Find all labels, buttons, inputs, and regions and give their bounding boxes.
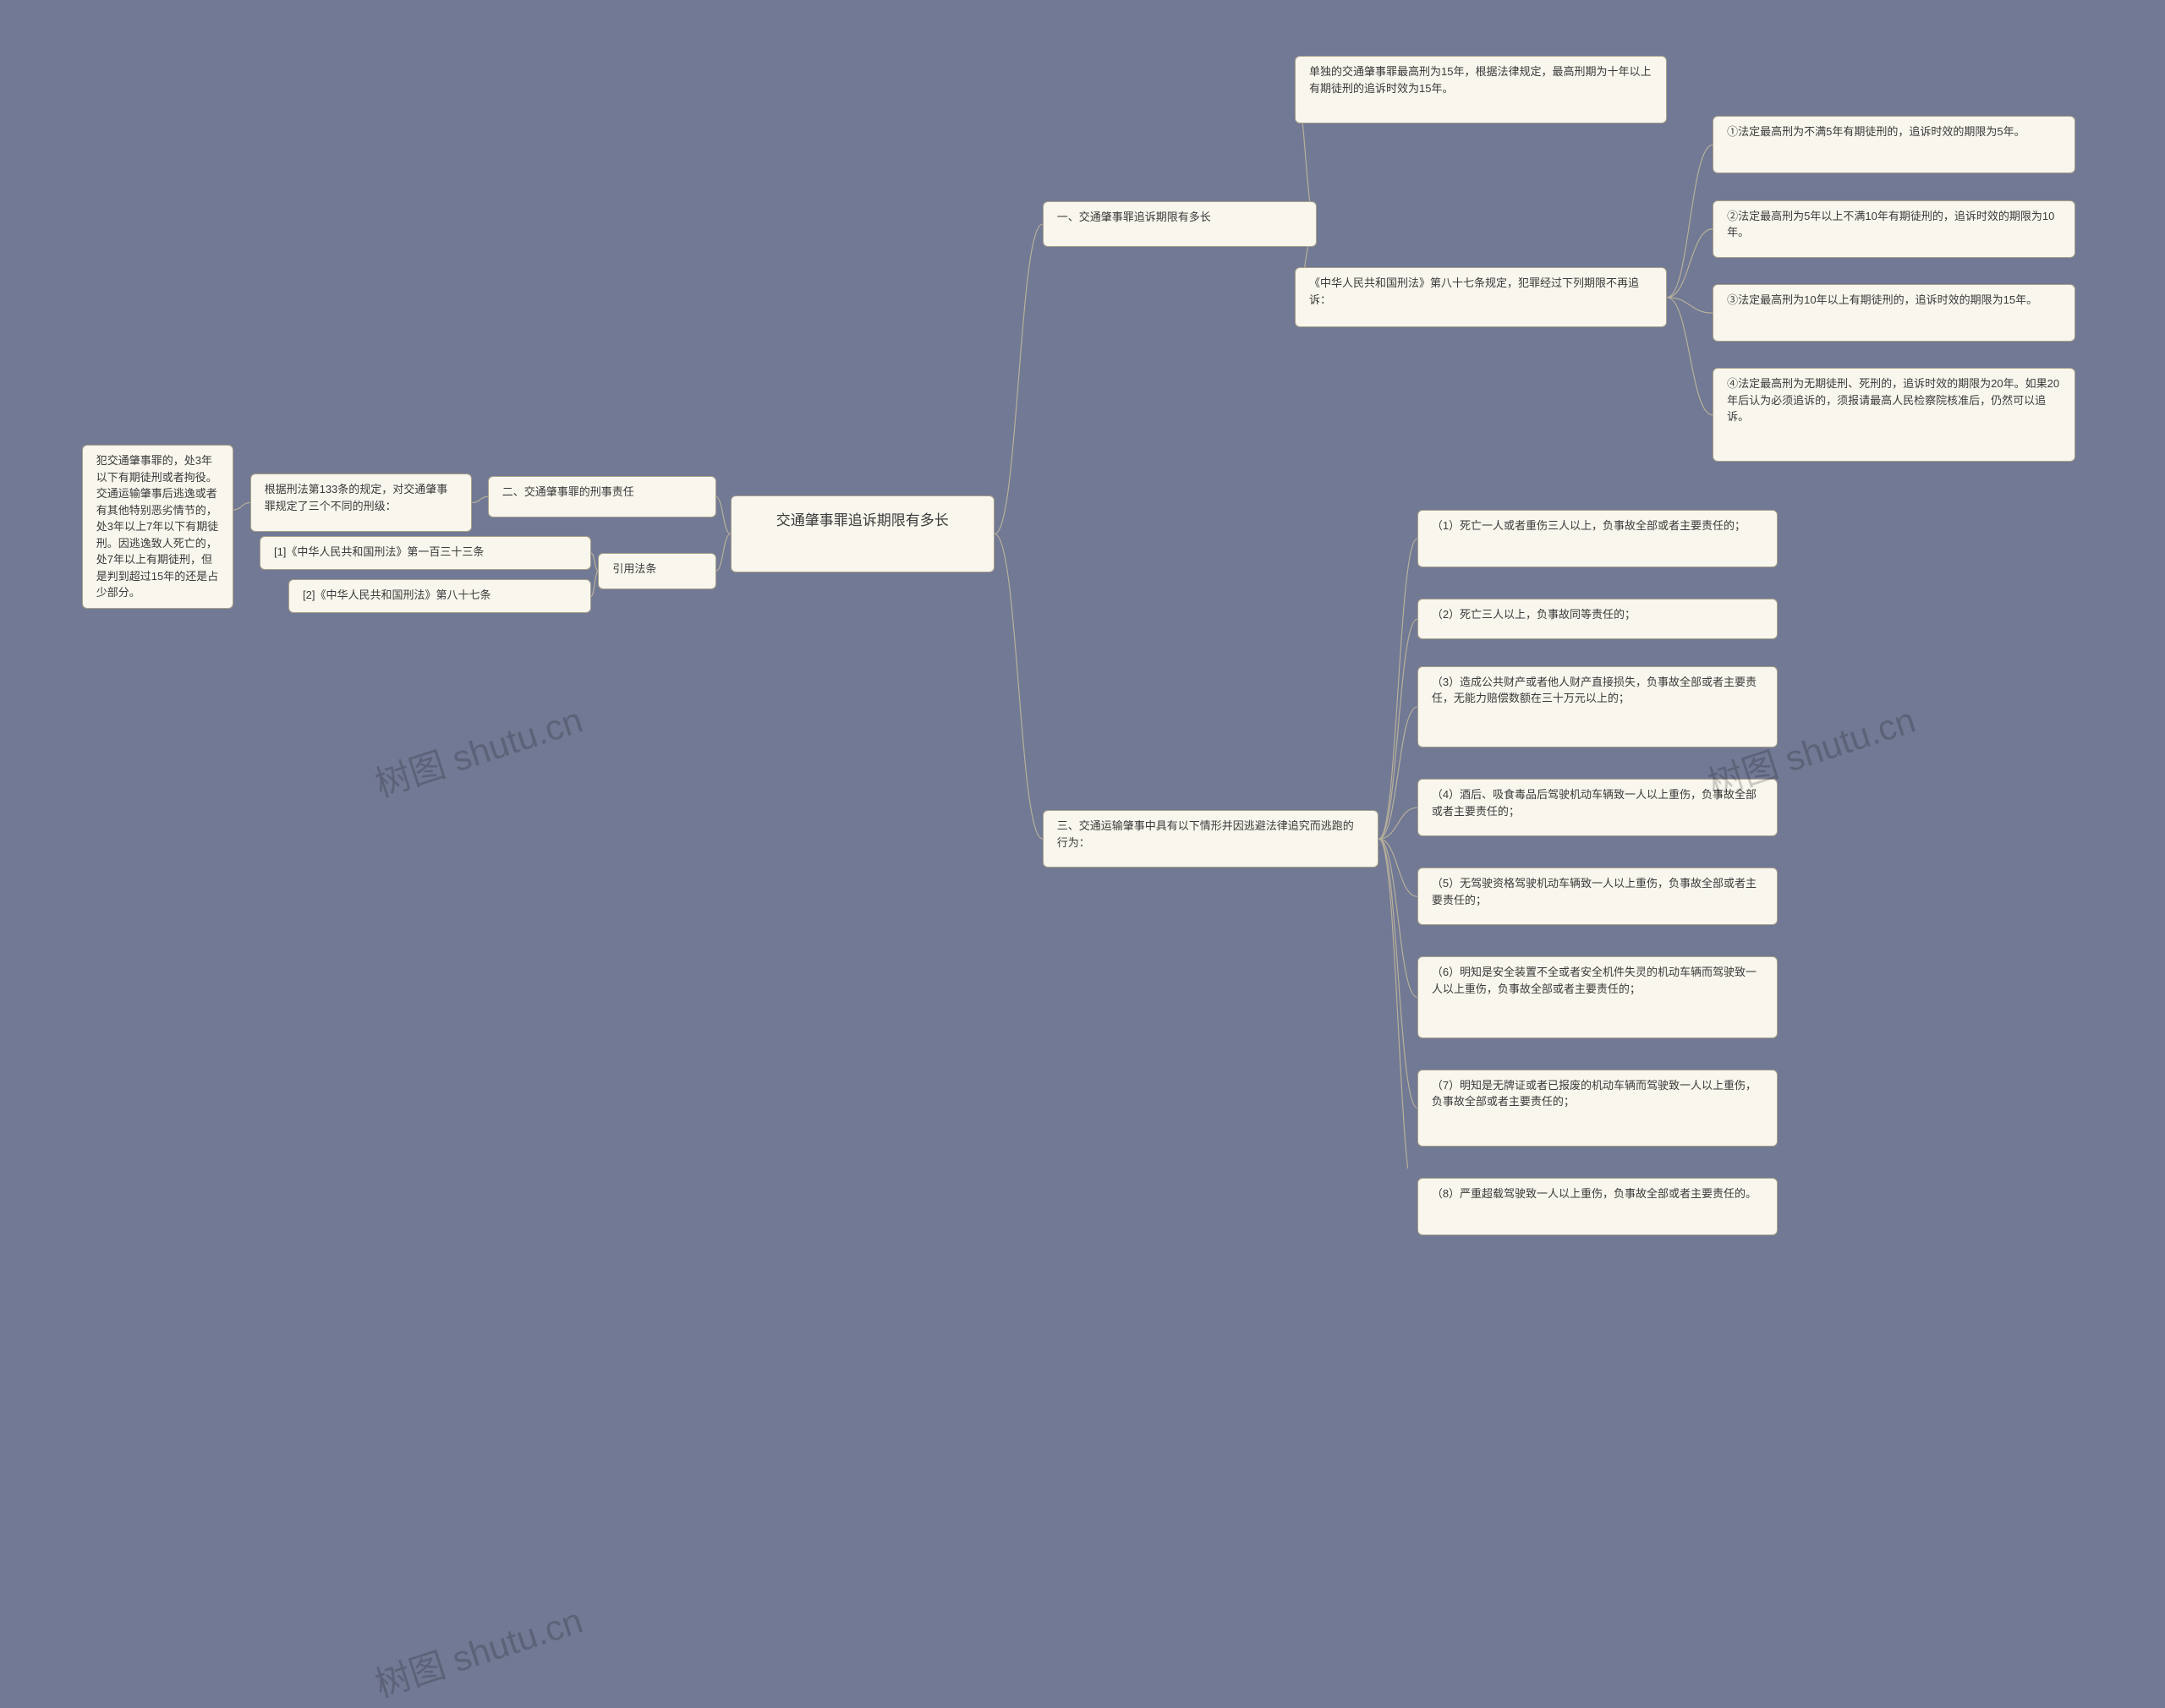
connector — [1667, 298, 1713, 415]
connector — [1667, 145, 1713, 297]
mindmap-node: ②法定最高刑为5年以上不满10年有期徒刑的，追诉时效的期限为10年。 — [1713, 200, 2075, 258]
mindmap-node: [2]《中华人民共和国刑法》第八十七条 — [288, 579, 591, 613]
node-text: （1）死亡一人或者重伤三人以上，负事故全部或者主要责任的； — [1432, 519, 1746, 532]
node-text: 根据刑法第133条的规定，对交通肇事罪规定了三个不同的刑级： — [265, 483, 448, 512]
node-text: [1]《中华人民共和国刑法》第一百三十三条 — [274, 545, 484, 558]
connector — [1378, 839, 1417, 997]
connector — [995, 534, 1043, 839]
node-text: ④法定最高刑为无期徒刑、死刑的，追诉时效的期限为20年。如果20年后认为必须追诉… — [1727, 377, 2059, 423]
node-text: 《中华人民共和国刑法》第八十七条规定，犯罪经过下列期限不再追诉： — [1309, 276, 1639, 306]
connector — [716, 534, 731, 571]
mindmap-node: 犯交通肇事罪的，处3年以下有期徒刑或者拘役。交通运输肇事后逃逸或者有其他特别恶劣… — [82, 445, 233, 609]
node-text: 二、交通肇事罪的刑事责任 — [502, 485, 634, 498]
connector — [1378, 707, 1417, 839]
node-text: 引用法条 — [612, 562, 656, 575]
mindmap-node: （7）明知是无牌证或者已报废的机动车辆而驾驶致一人以上重伤，负事故全部或者主要责… — [1417, 1070, 1778, 1147]
node-text: （4）酒后、吸食毒品后驾驶机动车辆致一人以上重伤，负事故全部或者主要责任的； — [1432, 788, 1757, 818]
mindmap-node: （8）严重超载驾驶致一人以上重伤，负事故全部或者主要责任的。 — [1417, 1178, 1778, 1235]
mindmap-node: （5）无驾驶资格驾驶机动车辆致一人以上重伤，负事故全部或者主要责任的； — [1417, 868, 1778, 925]
connector — [1378, 839, 1417, 1169]
node-text: （3）造成公共财产或者他人财产直接损失，负事故全部或者主要责任，无能力赔偿数额在… — [1432, 676, 1757, 705]
node-text: ①法定最高刑为不满5年有期徒刑的，追诉时效的期限为5年。 — [1727, 125, 2025, 138]
connector — [233, 503, 250, 511]
mindmap-node: ③法定最高刑为10年以上有期徒刑的，追诉时效的期限为15年。 — [1713, 284, 2075, 342]
mindmap-node: （6）明知是安全装置不全或者安全机件失灵的机动车辆而驾驶致一人以上重伤，负事故全… — [1417, 956, 1778, 1038]
mindmap-node: ①法定最高刑为不满5年有期徒刑的，追诉时效的期限为5年。 — [1713, 116, 2075, 173]
watermark: 树图 shutu.cn — [367, 1592, 588, 1708]
connector — [472, 496, 487, 502]
node-text: （6）明知是安全装置不全或者安全机件失灵的机动车辆而驾驶致一人以上重伤，负事故全… — [1432, 966, 1757, 995]
mindmap-node: 根据刑法第133条的规定，对交通肇事罪规定了三个不同的刑级： — [250, 474, 473, 531]
node-text: （2）死亡三人以上，负事故同等责任的； — [1432, 608, 1636, 621]
mindmap-node: 单独的交通肇事罪最高刑为15年，根据法律规定，最高刑期为十年以上有期徒刑的追诉时… — [1295, 56, 1667, 123]
node-text: 犯交通肇事罪的，处3年以下有期徒刑或者拘役。交通运输肇事后逃逸或者有其他特别恶劣… — [96, 454, 218, 599]
connector — [995, 224, 1043, 534]
mindmap-root: 交通肇事罪追诉期限有多长 — [731, 495, 995, 572]
node-text: ③法定最高刑为10年以上有期徒刑的，追诉时效的期限为15年。 — [1727, 293, 2037, 306]
node-text: 交通肇事罪追诉期限有多长 — [776, 512, 949, 528]
connector — [1378, 839, 1417, 1108]
mindmap-node: （1）死亡一人或者重伤三人以上，负事故全部或者主要责任的； — [1417, 510, 1778, 567]
connector — [1378, 839, 1417, 896]
mindmap-node: 一、交通肇事罪追诉期限有多长 — [1043, 201, 1317, 247]
mindmap-node: [1]《中华人民共和国刑法》第一百三十三条 — [260, 536, 591, 570]
connector — [716, 496, 731, 534]
connector — [1378, 619, 1417, 839]
node-text: （5）无驾驶资格驾驶机动车辆致一人以上重伤，负事故全部或者主要责任的； — [1432, 877, 1757, 906]
node-text: 三、交通运输肇事中具有以下情形并因逃避法律追究而逃跑的行为： — [1057, 819, 1354, 849]
mindmap-node: （4）酒后、吸食毒品后驾驶机动车辆致一人以上重伤，负事故全部或者主要责任的； — [1417, 779, 1778, 836]
mindmap-node: （2）死亡三人以上，负事故同等责任的； — [1417, 599, 1778, 639]
watermark: 树图 shutu.cn — [367, 692, 588, 807]
mindmap-node: ④法定最高刑为无期徒刑、死刑的，追诉时效的期限为20年。如果20年后认为必须追诉… — [1713, 368, 2075, 462]
node-text: （7）明知是无牌证或者已报废的机动车辆而驾驶致一人以上重伤，负事故全部或者主要责… — [1432, 1079, 1757, 1109]
mindmap-node: 《中华人民共和国刑法》第八十七条规定，犯罪经过下列期限不再追诉： — [1295, 267, 1667, 327]
mindmap-node: 二、交通肇事罪的刑事责任 — [488, 476, 716, 517]
connector — [1667, 229, 1713, 298]
node-text: 一、交通肇事罪追诉期限有多长 — [1057, 211, 1211, 223]
connector — [1378, 807, 1417, 839]
connector — [591, 571, 599, 596]
mindmap-node: 引用法条 — [598, 553, 715, 589]
connector — [1378, 539, 1417, 839]
node-text: [2]《中华人民共和国刑法》第八十七条 — [303, 588, 491, 601]
node-text: 单独的交通肇事罪最高刑为15年，根据法律规定，最高刑期为十年以上有期徒刑的追诉时… — [1309, 65, 1651, 95]
connector — [1667, 298, 1713, 313]
node-text: ②法定最高刑为5年以上不满10年有期徒刑的，追诉时效的期限为10年。 — [1727, 210, 2054, 239]
node-text: （8）严重超载驾驶致一人以上重伤，负事故全部或者主要责任的。 — [1432, 1187, 1757, 1200]
mindmap-node: （3）造成公共财产或者他人财产直接损失，负事故全部或者主要责任，无能力赔偿数额在… — [1417, 666, 1778, 748]
connector — [591, 553, 599, 571]
mindmap-node: 三、交通运输肇事中具有以下情形并因逃避法律追究而逃跑的行为： — [1043, 810, 1379, 868]
